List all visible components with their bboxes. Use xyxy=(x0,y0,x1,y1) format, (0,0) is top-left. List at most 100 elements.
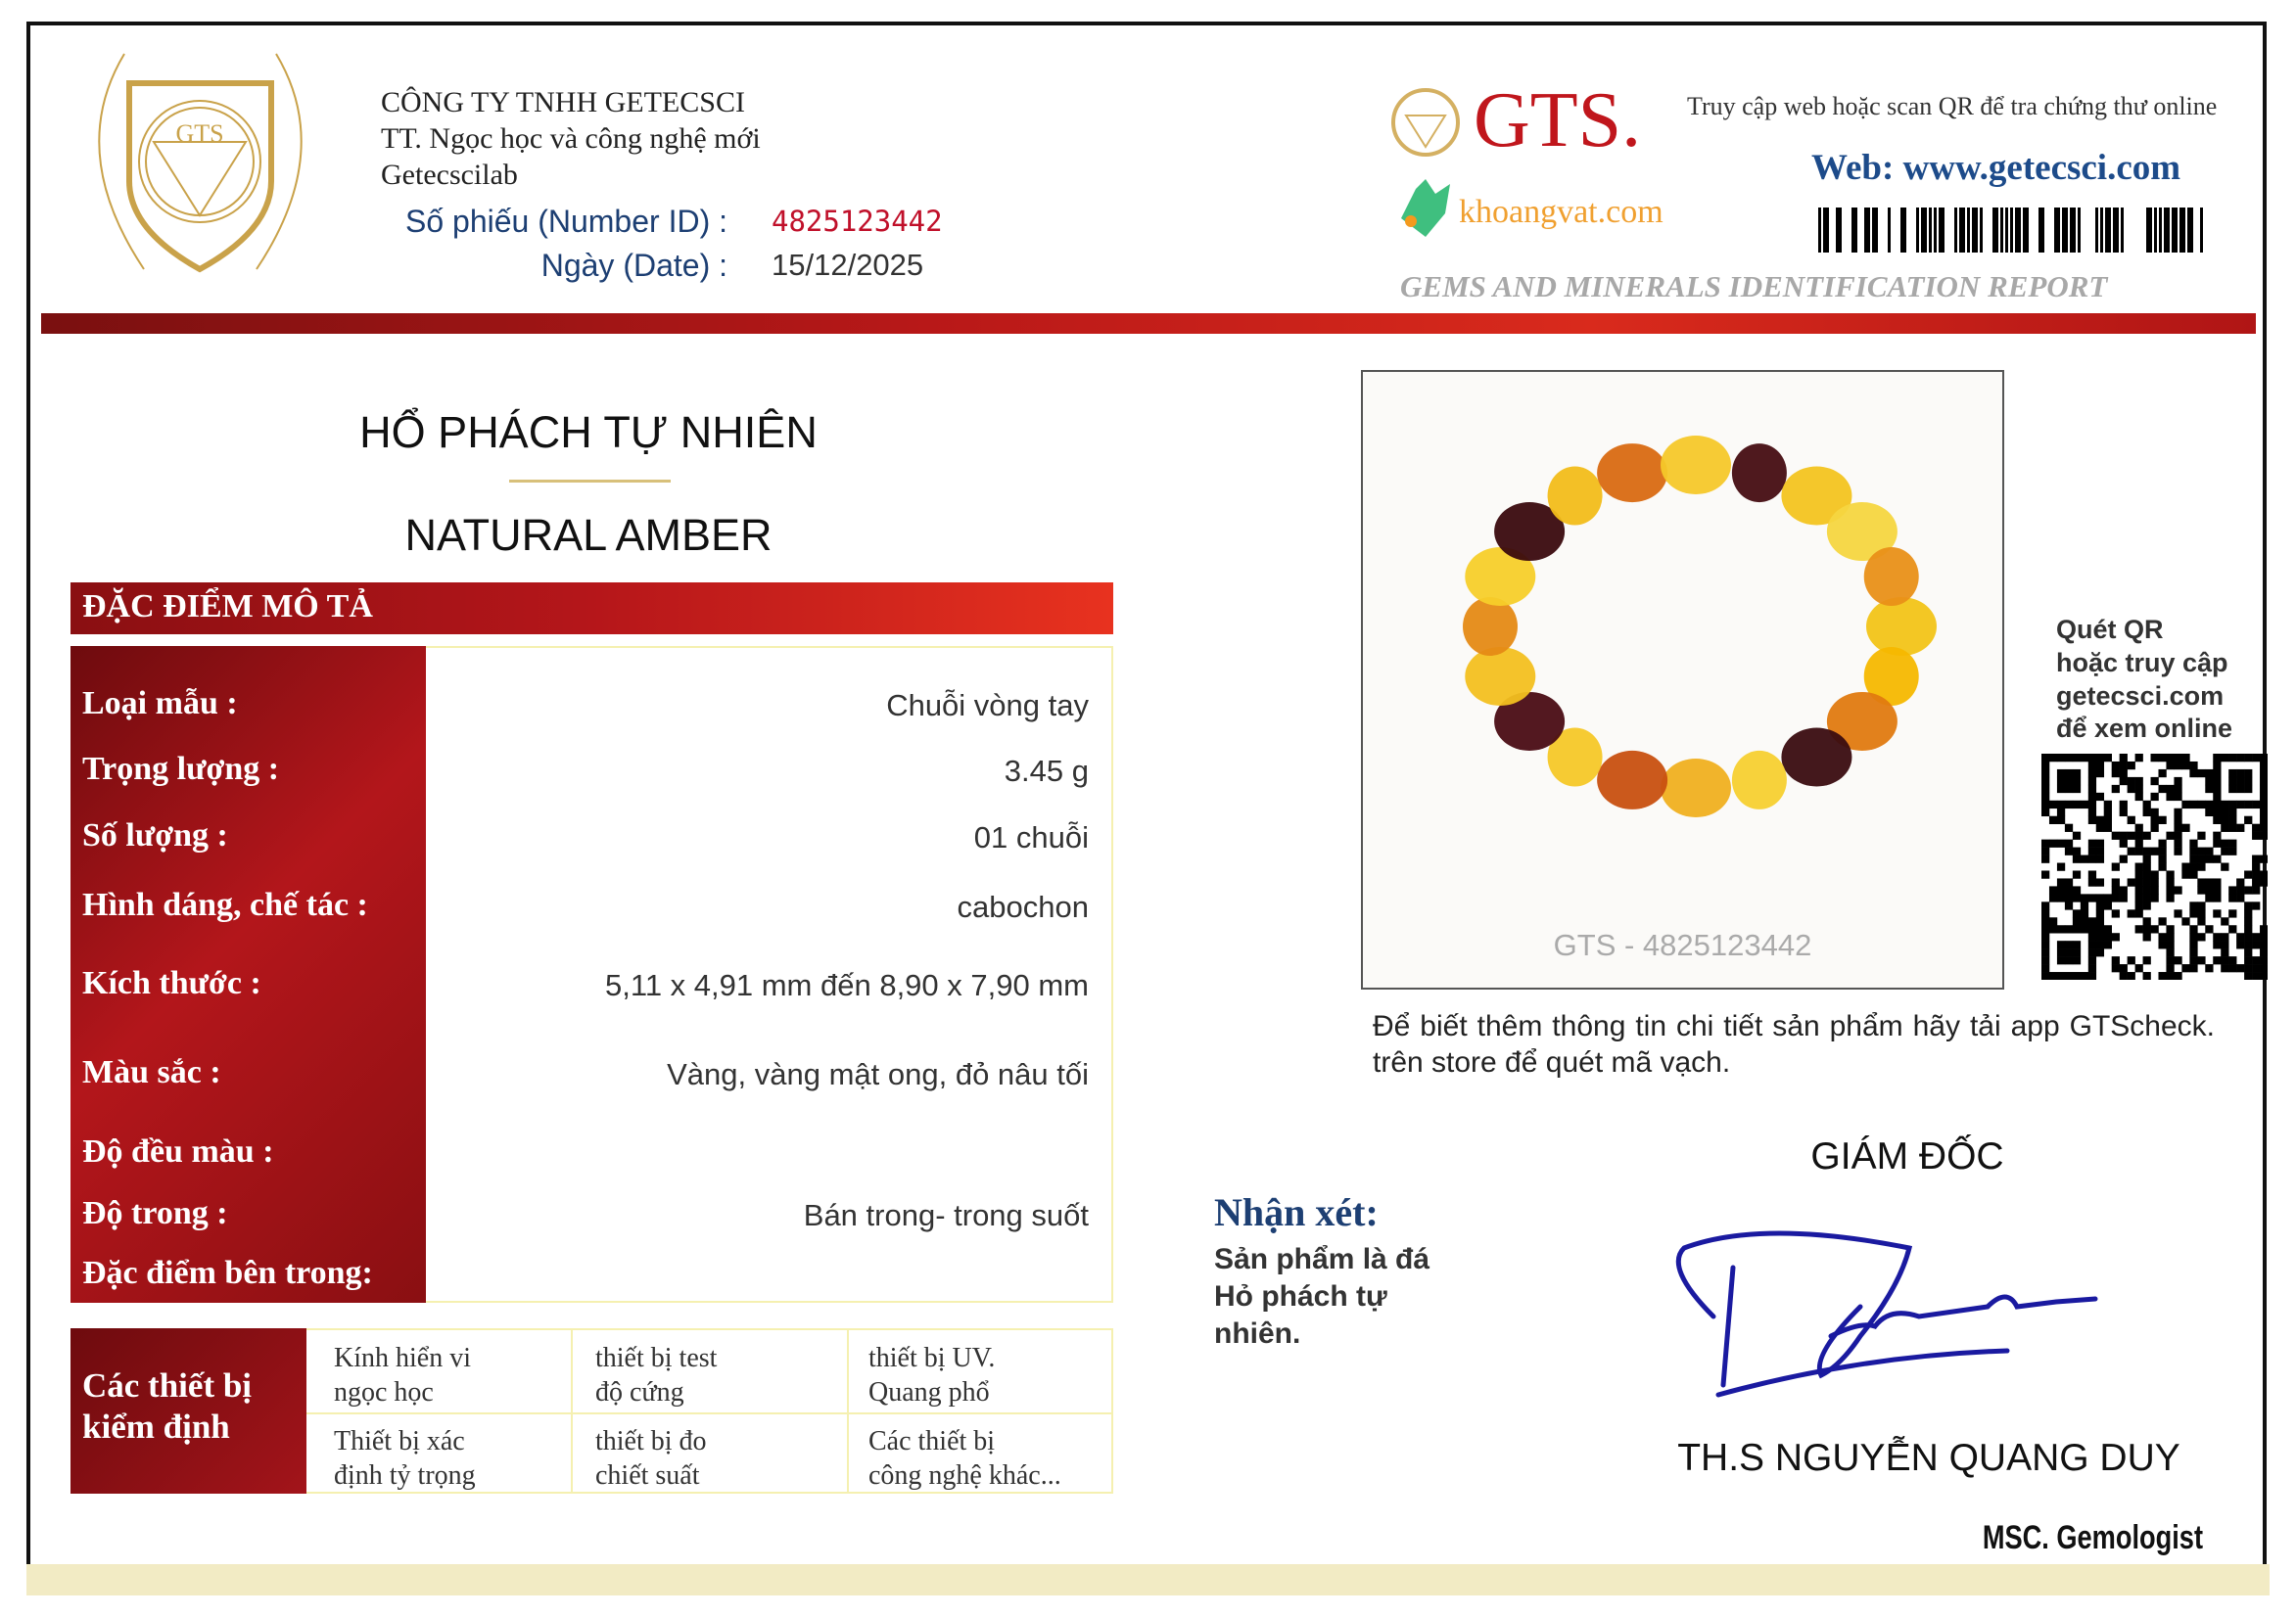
qr-module xyxy=(2260,815,2268,824)
qr-module xyxy=(2221,800,2229,809)
qr-module xyxy=(2260,972,2268,980)
qr-module xyxy=(2111,894,2120,902)
barcode-bar xyxy=(1959,208,1965,253)
qr-module xyxy=(2127,784,2135,794)
qr-module xyxy=(2174,831,2182,840)
qr-module xyxy=(2205,768,2214,778)
qr-module xyxy=(2103,894,2112,902)
qr-module xyxy=(2111,862,2120,871)
qr-module xyxy=(2150,878,2159,887)
divider xyxy=(306,1412,1113,1414)
qr-module xyxy=(2041,808,2050,817)
qr-module xyxy=(2189,847,2198,855)
qr-module xyxy=(2181,761,2190,770)
qr-module xyxy=(2056,839,2066,848)
qr-module xyxy=(2205,776,2214,786)
gts-small-emblem xyxy=(1391,88,1460,157)
barcode-bar xyxy=(2121,208,2124,253)
qr-module xyxy=(2080,800,2089,809)
qr-module xyxy=(2095,847,2105,855)
qr-module xyxy=(2087,776,2097,786)
amber-bead xyxy=(1547,466,1603,526)
qr-module xyxy=(2087,815,2097,824)
qr-module xyxy=(2072,956,2082,965)
qr-module xyxy=(2174,886,2182,895)
row-label: Độ trong : xyxy=(82,1195,228,1231)
qr-module xyxy=(2181,964,2190,973)
qr-module xyxy=(2244,768,2253,778)
svg-text:GTS: GTS xyxy=(175,119,223,148)
qr-module xyxy=(2158,754,2167,762)
qr-module xyxy=(2111,886,2120,895)
qr-module xyxy=(2072,847,2082,855)
qr-module xyxy=(2174,784,2182,794)
row-label: Kích thước : xyxy=(82,965,261,1001)
equipment-item: Thiết bị xác định tỷ trọng xyxy=(334,1426,476,1491)
barcode-bar xyxy=(2159,208,2162,253)
qr-module xyxy=(2189,956,2198,965)
qr-module xyxy=(2221,862,2229,871)
qr-module xyxy=(2041,948,2050,957)
gts-brand: GTS. xyxy=(1474,77,1642,163)
qr-module xyxy=(2111,761,2120,770)
qr-module xyxy=(2119,761,2128,770)
barcode-bar xyxy=(1872,208,1878,253)
qr-module xyxy=(2236,941,2245,949)
qr-module xyxy=(2228,964,2237,973)
qr-module xyxy=(2119,768,2128,778)
qr-note-line: Quét QR xyxy=(2056,615,2164,644)
qr-module xyxy=(2150,847,2159,855)
qr-module xyxy=(2103,925,2112,934)
qr-module xyxy=(2244,776,2253,786)
qr-module xyxy=(2213,894,2222,902)
qr-module xyxy=(2041,839,2050,848)
qr-module xyxy=(2158,784,2167,794)
qr-module xyxy=(2181,754,2190,762)
qr-module xyxy=(2205,894,2214,902)
qr-module xyxy=(2072,855,2082,863)
qr-module xyxy=(2056,948,2066,957)
barcode-bar xyxy=(1954,208,1957,253)
qr-module xyxy=(2150,925,2159,934)
qr-module xyxy=(2260,808,2268,817)
qr-module xyxy=(2080,855,2089,863)
qr-module xyxy=(2213,815,2222,824)
qr-module xyxy=(2095,917,2105,926)
qr-module xyxy=(2134,831,2143,840)
company-name: CÔNG TY TNHH GETECSCI xyxy=(381,86,745,118)
qr-module xyxy=(2056,808,2066,817)
qr-module xyxy=(2095,768,2105,778)
qr-module xyxy=(2072,917,2082,926)
qr-module xyxy=(2041,941,2050,949)
qr-module xyxy=(2197,831,2206,840)
website-link[interactable]: Web: www.getecsci.com xyxy=(1811,148,2181,188)
product-title-en: NATURAL AMBER xyxy=(404,510,773,560)
qr-module xyxy=(2205,784,2214,794)
remark-heading: Nhận xét: xyxy=(1214,1190,1379,1234)
qr-module xyxy=(2119,800,2128,809)
qr-module xyxy=(2119,855,2128,863)
qr-module xyxy=(2189,768,2198,778)
qr-module xyxy=(2158,972,2167,980)
qr-module xyxy=(2158,839,2167,848)
qr-module xyxy=(2166,956,2175,965)
qr-module xyxy=(2213,761,2222,770)
qr-module xyxy=(2236,754,2245,762)
qr-module xyxy=(2142,831,2151,840)
qr-code[interactable] xyxy=(2041,754,2268,980)
qr-module xyxy=(2166,925,2175,934)
qr-module xyxy=(2134,964,2143,973)
barcode-bar xyxy=(1939,208,1945,253)
amber-bead xyxy=(1661,759,1731,817)
qr-module xyxy=(2205,925,2214,934)
barcode-bar xyxy=(1980,208,1983,253)
qr-module xyxy=(2189,800,2198,809)
qr-module xyxy=(2127,831,2135,840)
date-label: Ngày (Date) : xyxy=(540,248,727,283)
qr-module xyxy=(2048,972,2058,980)
qr-module xyxy=(2072,925,2082,934)
qr-module xyxy=(2041,933,2050,942)
qr-module xyxy=(2181,870,2190,879)
qr-module xyxy=(2260,776,2268,786)
qr-module xyxy=(2056,800,2066,809)
